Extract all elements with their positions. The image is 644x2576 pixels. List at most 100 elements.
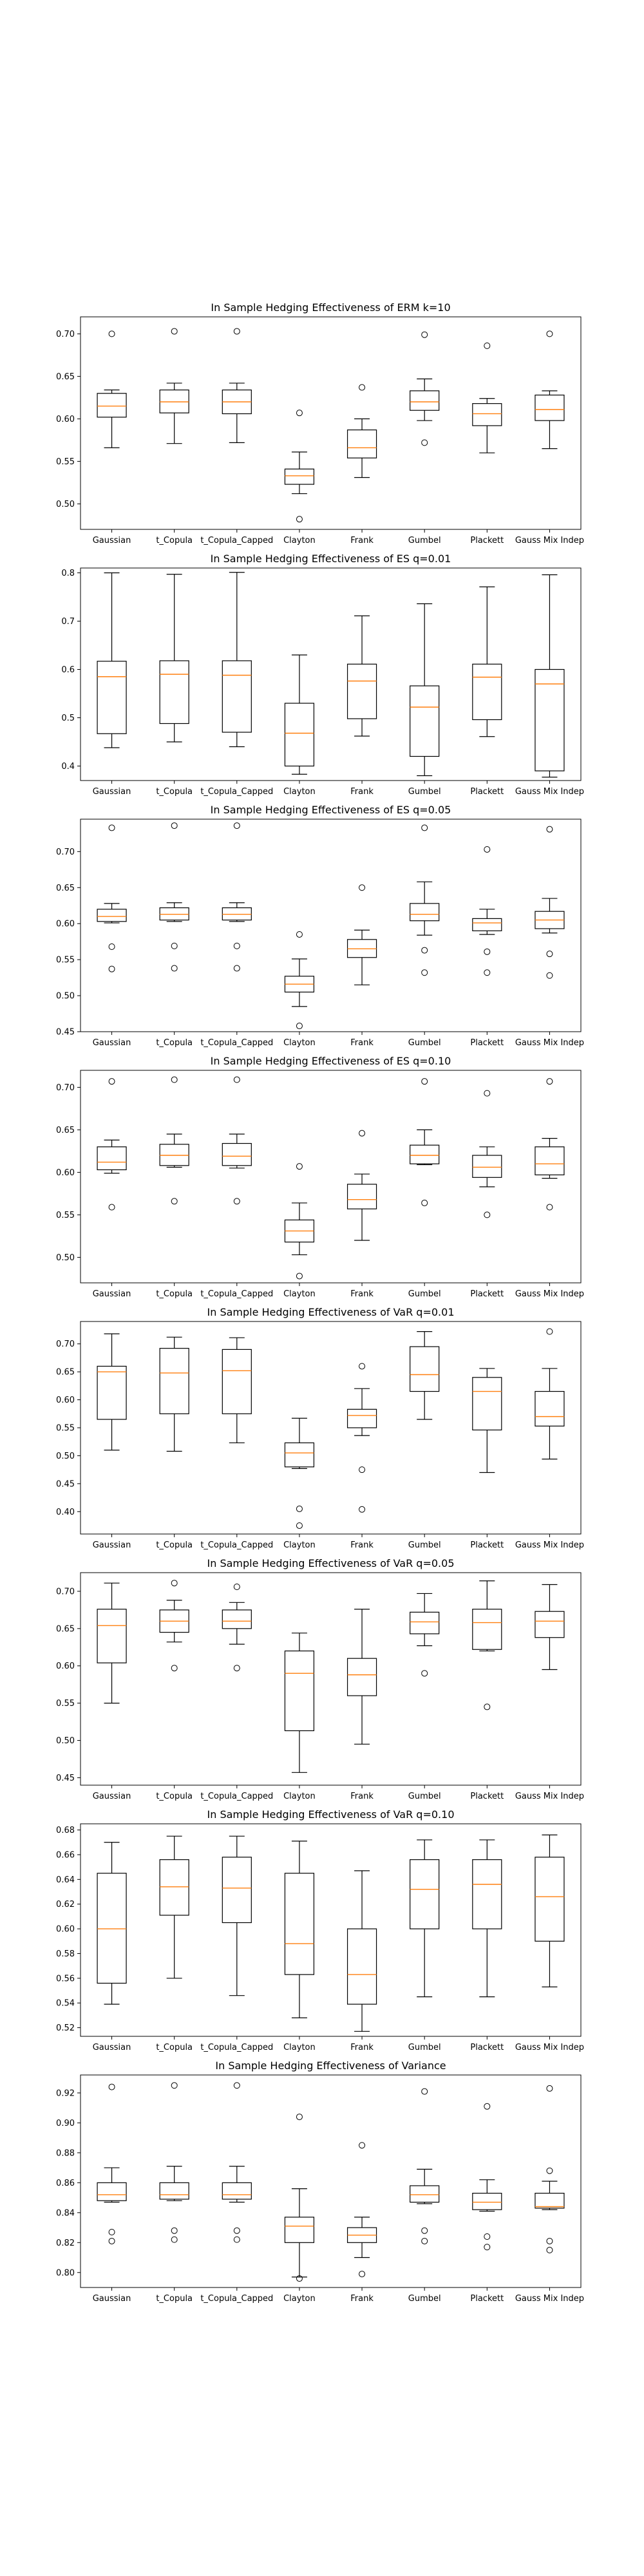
iqr-box: [535, 1146, 565, 1175]
y-tick-label: 0.60: [56, 920, 75, 929]
outlier-point: [359, 384, 366, 391]
outlier-point: [233, 2082, 240, 2089]
outlier-point: [296, 931, 303, 938]
iqr-box: [97, 1609, 127, 1663]
iqr-box: [535, 1611, 565, 1638]
iqr-box: [97, 2182, 127, 2201]
iqr-box: [284, 1873, 315, 1975]
box-t-copula: [159, 822, 189, 972]
x-tick-label: Frank: [350, 536, 374, 545]
x-tick-label: t_Copula_Capped: [200, 1038, 273, 1048]
box-clayton: [284, 931, 315, 1030]
iqr-box: [535, 668, 565, 772]
y-tick-label: 0.62: [56, 1900, 75, 1909]
outlier-point: [484, 2244, 491, 2251]
y-tick-label: 0.65: [56, 884, 75, 893]
x-tick-label: Plackett: [470, 2294, 504, 2304]
y-tick-label: 0.70: [56, 330, 75, 339]
x-tick-label: Frank: [350, 787, 374, 797]
iqr-box: [284, 468, 315, 485]
iqr-box: [97, 909, 127, 922]
y-tick-label: 0.50: [56, 1253, 75, 1263]
outlier-point: [359, 1363, 366, 1370]
x-tick-label: Gauss Mix Indep: [515, 2043, 584, 2052]
box-clayton: [284, 410, 315, 523]
outlier-point: [108, 2229, 115, 2236]
outlier-point: [171, 1665, 178, 1672]
y-tick-label: 0.60: [56, 1662, 75, 1671]
outlier-point: [296, 516, 303, 523]
iqr-box: [284, 2217, 315, 2243]
box-plackett: [472, 1090, 502, 1218]
y-tick-label: 0.56: [56, 1974, 75, 1984]
x-tick-label: Gaussian: [93, 1038, 131, 1048]
box-gauss-mix-indep: [535, 2085, 565, 2253]
iqr-box: [222, 1609, 252, 1629]
iqr-box: [97, 1873, 127, 1984]
box-gaussian: [97, 1842, 127, 2005]
y-tick-label: 0.5: [61, 714, 75, 723]
y-tick-label: 0.60: [56, 1925, 75, 1935]
y-tick-label: 0.66: [56, 1850, 75, 1860]
box-frank: [346, 1363, 377, 1513]
x-tick-label: t_Copula_Capped: [200, 536, 273, 545]
iqr-box: [97, 1365, 127, 1420]
y-tick-label: 0.60: [56, 1168, 75, 1178]
x-tick-label: Gauss Mix Indep: [515, 2294, 584, 2304]
outlier-point: [108, 1204, 115, 1211]
box-frank: [346, 1609, 377, 1745]
x-tick-label: Gaussian: [93, 536, 131, 545]
x-tick-label: Plackett: [470, 787, 504, 797]
iqr-box: [410, 2185, 440, 2203]
x-tick-label: Gauss Mix Indep: [515, 1540, 584, 1550]
box-plackett: [472, 2103, 502, 2251]
box-gauss-mix-indep: [535, 1078, 565, 1211]
chart-title: In Sample Hedging Effectiveness of ES q=…: [211, 553, 451, 565]
x-tick-label: Clayton: [283, 536, 316, 545]
boxplot-panel-4: In Sample Hedging Effectiveness of ES q=…: [56, 1055, 584, 1299]
box-gauss-mix-indep: [535, 574, 565, 778]
y-tick-label: 0.82: [56, 2239, 75, 2248]
outlier-point: [421, 331, 428, 338]
x-tick-label: Gumbel: [408, 536, 441, 545]
x-tick-label: Frank: [350, 1289, 374, 1299]
iqr-box: [410, 903, 440, 922]
x-tick-label: Gauss Mix Indep: [515, 787, 584, 797]
y-tick-label: 0.65: [56, 1126, 75, 1135]
outlier-point: [484, 2103, 491, 2110]
outlier-point: [546, 951, 553, 958]
y-tick-label: 0.50: [56, 1452, 75, 1461]
iqr-box: [159, 1348, 189, 1414]
outlier-point: [421, 1670, 428, 1677]
boxplot-panel-5: In Sample Hedging Effectiveness of VaR q…: [56, 1306, 584, 1550]
iqr-box: [346, 1658, 377, 1696]
outlier-point: [546, 2237, 553, 2244]
box-gauss-mix-indep: [535, 330, 565, 450]
outlier-point: [359, 2142, 366, 2149]
y-tick-label: 0.84: [56, 2208, 75, 2218]
box-gaussian: [97, 1582, 127, 1704]
axes-frame: [80, 2074, 582, 2288]
iqr-box: [472, 403, 502, 426]
iqr-box: [472, 1377, 502, 1431]
x-tick-label: Clayton: [283, 1792, 316, 1801]
box-t-copula: [159, 328, 189, 444]
box-frank: [346, 1130, 377, 1241]
iqr-box: [346, 1408, 377, 1428]
x-tick-label: Frank: [350, 1540, 374, 1550]
outlier-point: [233, 1584, 240, 1590]
iqr-box: [535, 1390, 565, 1426]
y-tick-label: 0.45: [56, 1774, 75, 1783]
x-tick-label: Plackett: [470, 536, 504, 545]
outlier-point: [359, 884, 366, 891]
outlier-point: [233, 1198, 240, 1205]
box-plackett: [472, 342, 502, 453]
outlier-point: [546, 972, 553, 979]
y-tick-label: 0.80: [56, 2268, 75, 2278]
outlier-point: [296, 2114, 303, 2121]
outlier-point: [233, 822, 240, 829]
iqr-box: [284, 703, 315, 767]
y-tick-label: 0.60: [56, 415, 75, 424]
box-t-copula-capped: [222, 328, 252, 443]
